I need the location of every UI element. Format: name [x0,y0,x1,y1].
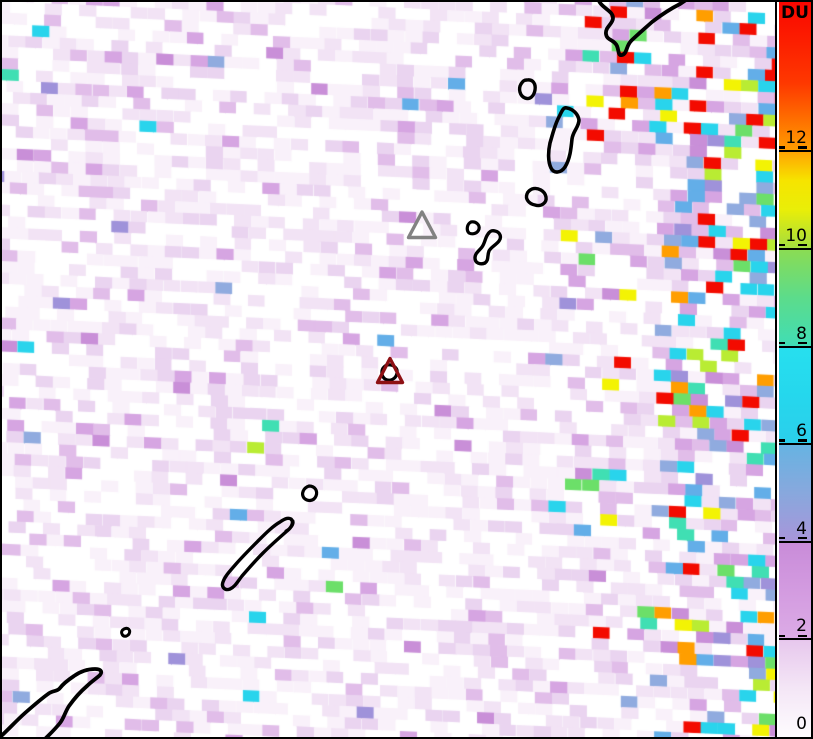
colorbar-tick-label: 0 [796,714,807,734]
colorbar-tick-mark [798,536,807,540]
colorbar-tick-mark [798,439,807,442]
colorbar-tick-mark [779,244,785,247]
coastline-north-mainland [597,2,687,57]
volcano-marker-dark-red [375,356,405,385]
colorbar-tick-label: 12 [785,128,807,149]
colorbar-boundary-line [779,150,811,153]
colorbar-tick-mark [798,341,807,345]
colorbar-boundary-line [779,443,811,446]
volcano-marker-gray [406,210,438,240]
coastline-long-island [546,106,581,174]
coastline-narrow-island-fork [284,519,295,533]
colorbar-unit-label: DU [781,3,809,23]
colorbar-tick-mark [798,146,807,149]
coastline-narrow-island [220,516,295,592]
colorbar-tick-mark [779,146,785,149]
coastline-southwest-island [2,667,104,737]
colorbar: 0 2 4 6 8 10 12 DU [775,2,811,737]
coastline-tiny-islet-southwest [120,626,132,638]
coastline-round-islet-north [517,78,537,101]
colorbar-tick-mark [779,536,785,540]
colorbar-boundary-line [779,345,811,348]
colorbar-tick-mark [779,439,785,442]
colorbar-tick-label: 4 [796,518,807,539]
colorbar-boundary-line [779,540,811,543]
colorbar-tick-label: 6 [796,421,807,442]
coastline-tiny-islet-center [465,220,481,236]
colorbar-tick-mark [798,244,807,247]
colorbar-gradient [779,2,811,737]
colorbar-boundary-line [779,247,811,250]
coastline-peanut-island [473,228,503,266]
coastline-marker-overlay [2,2,687,737]
colorbar-tick-mark [779,341,785,345]
satellite-pixel-layer [2,2,775,737]
coastline-triangular-islet [524,186,548,208]
colorbar-tick-label: 10 [785,225,807,246]
colorbar-tick-mark [798,634,807,637]
colorbar-tick-mark [779,634,785,637]
colorbar-boundary-line [779,638,811,641]
colorbar-tick-label: 8 [796,323,807,344]
colorbar-tick-label: 2 [796,616,807,637]
map-plot-area [2,2,775,737]
coastline-round-islet-south [301,484,319,503]
